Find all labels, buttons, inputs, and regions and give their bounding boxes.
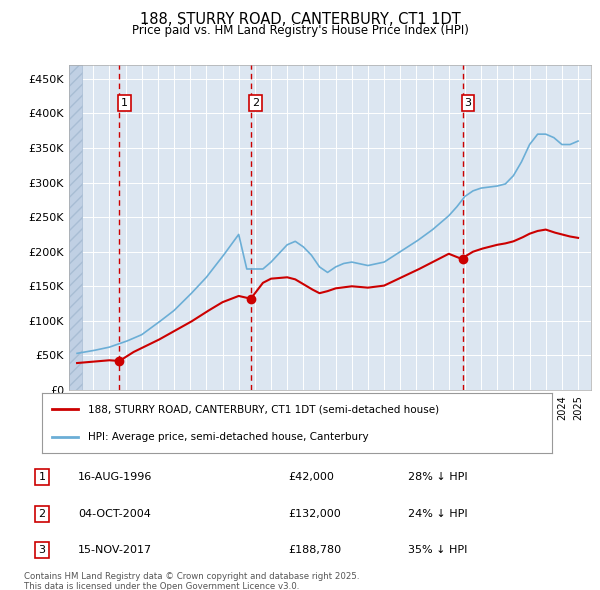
Text: Price paid vs. HM Land Registry's House Price Index (HPI): Price paid vs. HM Land Registry's House … xyxy=(131,24,469,37)
Text: 3: 3 xyxy=(464,98,472,108)
Bar xyxy=(69,65,82,390)
Text: Contains HM Land Registry data © Crown copyright and database right 2025.
This d: Contains HM Land Registry data © Crown c… xyxy=(24,572,359,590)
Text: 1: 1 xyxy=(38,472,46,482)
Text: £132,000: £132,000 xyxy=(288,509,341,519)
Text: 188, STURRY ROAD, CANTERBURY, CT1 1DT: 188, STURRY ROAD, CANTERBURY, CT1 1DT xyxy=(140,12,460,27)
Text: 188, STURRY ROAD, CANTERBURY, CT1 1DT (semi-detached house): 188, STURRY ROAD, CANTERBURY, CT1 1DT (s… xyxy=(88,404,439,414)
Text: 35% ↓ HPI: 35% ↓ HPI xyxy=(408,545,467,555)
Text: 04-OCT-2004: 04-OCT-2004 xyxy=(78,509,151,519)
Text: 16-AUG-1996: 16-AUG-1996 xyxy=(78,472,152,482)
Text: 2: 2 xyxy=(38,509,46,519)
Text: £188,780: £188,780 xyxy=(288,545,341,555)
Text: 28% ↓ HPI: 28% ↓ HPI xyxy=(408,472,467,482)
Text: 3: 3 xyxy=(38,545,46,555)
Text: 24% ↓ HPI: 24% ↓ HPI xyxy=(408,509,467,519)
Text: 15-NOV-2017: 15-NOV-2017 xyxy=(78,545,152,555)
Text: HPI: Average price, semi-detached house, Canterbury: HPI: Average price, semi-detached house,… xyxy=(88,432,368,442)
Text: 1: 1 xyxy=(121,98,128,108)
Text: 2: 2 xyxy=(252,98,259,108)
Text: £42,000: £42,000 xyxy=(288,472,334,482)
